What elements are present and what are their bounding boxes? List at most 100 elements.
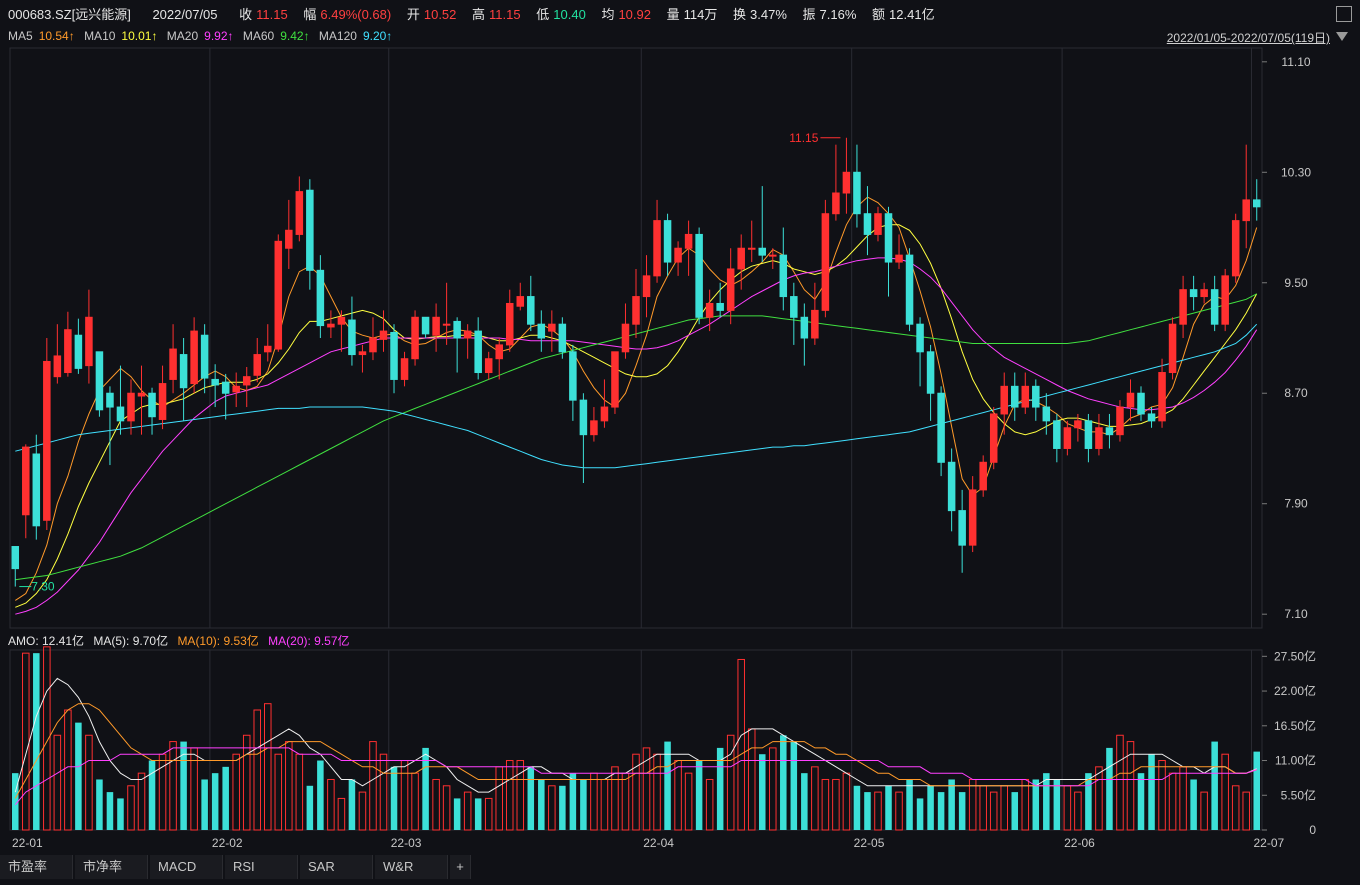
amplitude-value: 7.16% bbox=[819, 7, 857, 22]
volume-bar-up bbox=[358, 791, 367, 831]
range-dropdown-icon[interactable] bbox=[1336, 32, 1348, 41]
candle-down bbox=[348, 319, 356, 356]
x-tick-label: 22-01 bbox=[12, 836, 43, 850]
price-tick-label: 10.30 bbox=[1281, 165, 1311, 179]
ma10-label: MA10 bbox=[84, 29, 116, 43]
candle-up bbox=[821, 213, 830, 311]
avg-label: 均 bbox=[601, 7, 615, 22]
tab-wr[interactable]: W&R bbox=[375, 855, 448, 879]
volume-bar-up bbox=[632, 753, 640, 831]
volume-bar-down bbox=[222, 766, 229, 830]
price-axis: 11.10 10.30 9.50 8.70 7.90 7.10 bbox=[1262, 55, 1311, 621]
candle-down bbox=[200, 334, 209, 379]
tab-sar[interactable]: SAR bbox=[300, 855, 373, 879]
ma-lines bbox=[15, 196, 1258, 615]
volume-bar-up bbox=[442, 785, 451, 831]
close-value: 11.15 bbox=[256, 7, 288, 22]
volume-bar-up bbox=[516, 760, 525, 831]
candle-down bbox=[863, 213, 872, 235]
volume-bar-down bbox=[117, 798, 124, 830]
candle-down bbox=[95, 351, 104, 411]
candle-down bbox=[905, 254, 914, 325]
candle-up bbox=[653, 220, 661, 277]
volume-bar-down bbox=[75, 722, 82, 830]
candle-up bbox=[432, 316, 440, 336]
amplitude-label: 振 bbox=[802, 7, 816, 22]
candle-down bbox=[221, 381, 230, 394]
open-label: 开 bbox=[406, 7, 420, 22]
volume-bar-up bbox=[505, 760, 514, 831]
candle-up bbox=[253, 354, 262, 376]
candle-up bbox=[1158, 372, 1166, 422]
candle-up bbox=[1179, 289, 1187, 325]
volume-bar-down bbox=[1190, 779, 1197, 830]
volume-bar-up bbox=[1179, 766, 1187, 831]
volume-bar-up bbox=[705, 778, 714, 831]
tab-pe[interactable]: 市盈率 bbox=[0, 855, 73, 879]
volume-bar-down bbox=[664, 741, 671, 830]
volume-bar-up bbox=[621, 772, 630, 831]
avg-value: 10.92 bbox=[618, 7, 651, 22]
candle-up bbox=[968, 489, 977, 546]
candle-up bbox=[621, 323, 630, 353]
candle-up bbox=[600, 406, 609, 422]
volume-bar-up bbox=[726, 734, 735, 831]
candle-up bbox=[295, 191, 304, 235]
volume-bar-up bbox=[674, 760, 682, 831]
volume-bar-up bbox=[432, 778, 440, 831]
volume-bar-up bbox=[832, 778, 840, 831]
volume-ma-line bbox=[14, 677, 1257, 793]
candle-up bbox=[484, 358, 493, 374]
tab-macd[interactable]: MACD bbox=[150, 855, 223, 879]
amount-label: 额 bbox=[872, 7, 886, 22]
volume-bar-up bbox=[169, 741, 177, 831]
ma20-label: MA20 bbox=[166, 29, 199, 43]
candle-down bbox=[537, 323, 546, 339]
volume-bar-up bbox=[590, 772, 598, 831]
candle-down bbox=[853, 171, 861, 215]
volume-bar-down bbox=[758, 754, 766, 830]
candle-down bbox=[1137, 392, 1145, 415]
volume-bar-up bbox=[1063, 785, 1072, 831]
x-tick-label: 22-05 bbox=[854, 836, 885, 850]
candle-up bbox=[137, 392, 146, 397]
high-label: 高 bbox=[472, 7, 486, 22]
tab-pb[interactable]: 市净率 bbox=[75, 855, 148, 879]
volume-tick-label: 22.00亿 bbox=[1274, 683, 1316, 698]
volume-bar-down bbox=[106, 792, 114, 830]
x-tick-label: 22-06 bbox=[1064, 836, 1095, 850]
candle-down bbox=[1210, 289, 1219, 325]
candle-up bbox=[674, 247, 682, 263]
expand-icon[interactable] bbox=[1336, 6, 1352, 22]
candle-up bbox=[737, 247, 745, 270]
volume-bar-up bbox=[811, 766, 819, 831]
candle-down bbox=[947, 461, 956, 512]
volume-bar-up bbox=[400, 760, 409, 831]
tab-rsi[interactable]: RSI bbox=[225, 855, 298, 879]
candle-up bbox=[505, 302, 514, 346]
volume-label: 量 bbox=[666, 7, 680, 22]
grid bbox=[9, 47, 1263, 831]
candle-up bbox=[1231, 220, 1240, 277]
volume-bar-up bbox=[53, 734, 62, 831]
candle-up bbox=[85, 316, 93, 367]
volume-bar-up bbox=[1231, 785, 1240, 831]
date-range[interactable]: 2022/01/05-2022/07/05(119日) bbox=[1166, 31, 1330, 45]
quote-date: 2022/07/05 bbox=[152, 7, 218, 22]
volume-tick-label: 11.00亿 bbox=[1275, 753, 1316, 768]
volume-bar-up bbox=[484, 797, 493, 831]
candle-down bbox=[758, 247, 767, 256]
volume-bar-down bbox=[916, 798, 924, 830]
candle-up bbox=[642, 275, 651, 298]
volume-bar-up bbox=[1116, 734, 1124, 831]
add-tab-button[interactable]: + bbox=[450, 855, 471, 879]
candle-down bbox=[1147, 413, 1156, 422]
ma60-label: MA60 bbox=[242, 29, 275, 43]
candle-up bbox=[1095, 427, 1103, 449]
volume-ma-lines bbox=[14, 677, 1257, 806]
candle-up bbox=[358, 351, 367, 356]
candle-down bbox=[106, 392, 114, 408]
candle-up bbox=[22, 446, 30, 516]
max-price-label: 11.15 bbox=[789, 131, 818, 145]
